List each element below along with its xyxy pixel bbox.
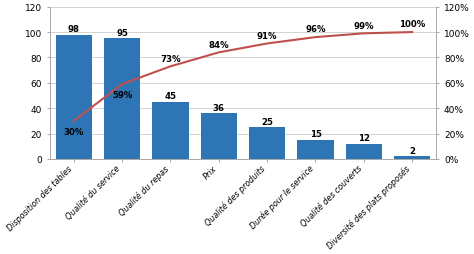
Text: 84%: 84% (209, 40, 229, 49)
Text: 25: 25 (261, 117, 273, 126)
Bar (152, 102, 189, 159)
Text: 12: 12 (358, 134, 370, 143)
Text: 100%: 100% (399, 20, 425, 29)
Text: 99%: 99% (354, 21, 374, 30)
Text: 91%: 91% (257, 31, 277, 40)
Bar (394, 157, 430, 159)
Text: 73%: 73% (160, 54, 181, 63)
Text: 98: 98 (68, 25, 80, 34)
Text: 36: 36 (213, 103, 225, 112)
Text: 96%: 96% (305, 25, 326, 34)
Bar (297, 140, 334, 159)
Text: 59%: 59% (112, 90, 132, 99)
Text: 15: 15 (310, 130, 321, 139)
Text: 95: 95 (116, 29, 128, 38)
Text: 45: 45 (164, 92, 176, 101)
Text: 2: 2 (409, 146, 415, 155)
Bar (201, 114, 237, 159)
Bar (55, 36, 92, 159)
Bar (104, 39, 140, 159)
Bar (346, 144, 382, 159)
Bar (249, 128, 285, 159)
Text: 30%: 30% (64, 127, 84, 136)
